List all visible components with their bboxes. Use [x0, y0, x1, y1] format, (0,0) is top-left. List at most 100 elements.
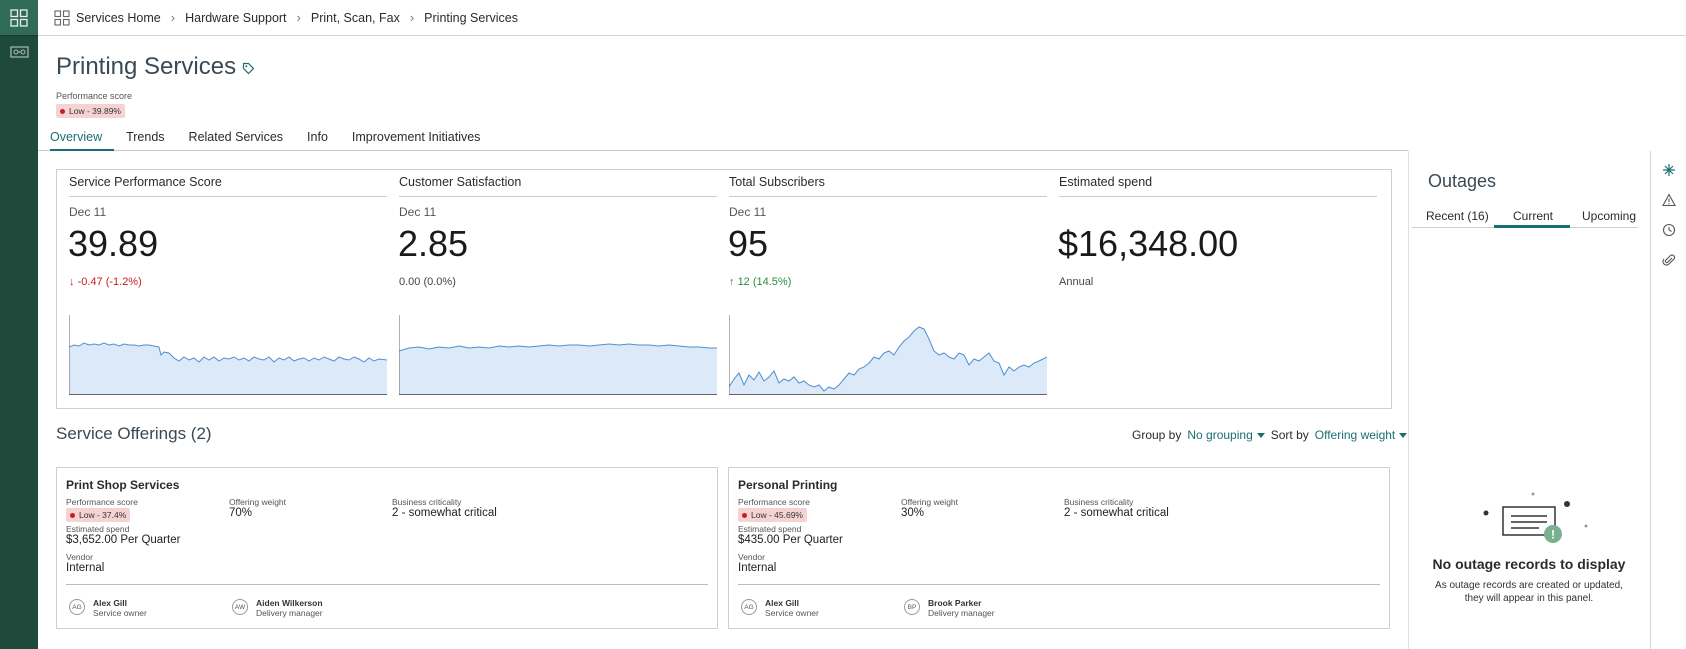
- breadcrumb-printing-services: Printing Services: [424, 10, 518, 25]
- metric-period: Annual: [1059, 276, 1094, 288]
- outages-title: Outages: [1428, 171, 1497, 191]
- metric-value: 39.89: [68, 223, 159, 264]
- metric-total-subscribers[interactable]: Total Subscribers Dec 11 95 ↑ 12 (14.5%): [717, 170, 1047, 408]
- app-grid-button[interactable]: [0, 0, 38, 36]
- group-sort-controls: Group by No grouping Sort by Offering we…: [1132, 428, 1408, 442]
- person-role: Service owner: [93, 608, 147, 618]
- status-badge-text: Low - 45.69%: [751, 510, 803, 520]
- left-rail: [0, 0, 38, 649]
- person-role: Delivery manager: [928, 608, 995, 618]
- avatar: AW: [232, 599, 248, 615]
- sparkline-subscribers: [729, 315, 1047, 395]
- metric-delta: ↓ -0.47 (-1.2%): [69, 276, 142, 288]
- breadcrumb-services-home[interactable]: Services Home: [76, 10, 161, 25]
- estimated-spend-label: Estimated spend: [66, 524, 130, 534]
- status-badge-text: Low - 39.89%: [69, 106, 121, 116]
- metric-value: 2.85: [398, 223, 469, 264]
- metrics-panel: Service Performance Score Dec 11 39.89 ↓…: [56, 169, 1392, 409]
- vendor-value: Internal: [738, 562, 777, 574]
- metric-title: Service Performance Score: [69, 175, 387, 197]
- caret-down-icon: [1256, 433, 1265, 439]
- tab-improvement-initiatives[interactable]: Improvement Initiatives: [351, 130, 481, 144]
- offering-weight-value: 70%: [229, 507, 253, 519]
- offering-name[interactable]: Print Shop Services: [66, 478, 180, 492]
- status-badge-text: Low - 37.4%: [79, 510, 127, 520]
- status-dot-icon: [742, 512, 747, 518]
- offering-card[interactable]: Print Shop Services Performance score Lo…: [56, 467, 718, 629]
- tab-info[interactable]: Info: [307, 130, 328, 144]
- metric-estimated-spend[interactable]: Estimated spend $16,348.00 Annual: [1047, 170, 1377, 408]
- tab-bar: Overview Trends Related Services Info Im…: [38, 126, 1408, 151]
- estimated-spend-value: $3,652.00 Per Quarter: [66, 534, 181, 546]
- person-name[interactable]: Aiden Wilkerson: [256, 598, 323, 608]
- page-title: Printing Services: [56, 53, 237, 80]
- chevron-right-icon: ›: [409, 10, 415, 25]
- metric-customer-satisfaction[interactable]: Customer Satisfaction Dec 11 2.85 0.00 (…: [387, 170, 717, 408]
- paperclip-icon[interactable]: [1662, 253, 1676, 267]
- metric-date: Dec 11: [399, 205, 437, 219]
- tag-icon[interactable]: [242, 62, 255, 75]
- warning-icon[interactable]: [1662, 193, 1676, 207]
- services-home-icon: [54, 9, 70, 26]
- group-by-dropdown[interactable]: No grouping: [1187, 428, 1265, 442]
- offering-name[interactable]: Personal Printing: [738, 478, 838, 492]
- performance-score-label: Performance score: [56, 91, 133, 101]
- breadcrumb: Services Home › Hardware Support › Print…: [38, 0, 1686, 36]
- arrow-up-icon: ↑: [729, 276, 735, 288]
- sparkle-icon[interactable]: [1662, 163, 1676, 177]
- tab-trends[interactable]: Trends: [126, 130, 165, 144]
- metric-value: $16,348.00: [1058, 223, 1239, 264]
- service-offerings-title: Service Offerings (2): [56, 424, 212, 443]
- metric-title: Customer Satisfaction: [399, 175, 717, 197]
- avatar: AG: [69, 599, 85, 615]
- metric-date: Dec 11: [69, 205, 107, 219]
- sort-by-dropdown[interactable]: Offering weight: [1315, 428, 1408, 442]
- metric-value: 95: [728, 223, 769, 264]
- sort-by-value: Offering weight: [1314, 428, 1396, 442]
- empty-state-title: No outage records to display: [1432, 556, 1626, 572]
- status-badge: Low - 45.69%: [738, 508, 807, 522]
- business-criticality-value: 2 - somewhat critical: [392, 507, 497, 519]
- tab-overview[interactable]: Overview: [50, 126, 115, 151]
- sparkline-satisfaction: [399, 315, 717, 395]
- right-rail: [1650, 151, 1686, 649]
- service-map-icon[interactable]: [10, 45, 29, 59]
- status-dot-icon: [70, 512, 75, 518]
- history-icon[interactable]: [1662, 223, 1676, 237]
- chevron-right-icon: ›: [296, 10, 301, 25]
- breadcrumb-hardware-support[interactable]: Hardware Support: [185, 10, 287, 25]
- divider: [66, 584, 708, 585]
- empty-document-illustration-icon: !: [1483, 492, 1588, 543]
- status-badge: Low - 37.4%: [66, 508, 131, 522]
- divider: [738, 584, 1380, 585]
- svg-text:!: !: [1551, 528, 1555, 542]
- person-name[interactable]: Alex Gill: [765, 598, 800, 608]
- person-role: Delivery manager: [256, 608, 323, 618]
- person-name[interactable]: Brook Parker: [928, 598, 982, 608]
- tab-related-services[interactable]: Related Services: [188, 130, 284, 144]
- avatar: BP: [904, 599, 920, 615]
- business-criticality-value: 2 - somewhat critical: [1064, 507, 1169, 519]
- estimated-spend-value: $435.00 Per Quarter: [738, 534, 843, 546]
- chevron-right-icon: ›: [170, 10, 176, 25]
- offering-weight-label: Offering weight: [901, 497, 959, 507]
- tab-upcoming-outages[interactable]: Upcoming: [1582, 209, 1637, 223]
- business-criticality-label: Business criticality: [392, 497, 462, 507]
- metric-delta-text: 12 (14.5%): [737, 276, 792, 288]
- offering-weight-value: 30%: [901, 507, 925, 519]
- metric-delta-text: -0.47 (-1.2%): [77, 276, 142, 288]
- offering-card[interactable]: Personal Printing Performance score Low …: [728, 467, 1390, 629]
- person-name[interactable]: Alex Gill: [93, 598, 128, 608]
- breadcrumb-print-scan-fax[interactable]: Print, Scan, Fax: [310, 10, 400, 25]
- tab-current-outages[interactable]: Current: [1513, 209, 1554, 223]
- tab-recent-outages[interactable]: Recent (16): [1426, 209, 1489, 223]
- status-badge: Low - 39.89%: [56, 104, 125, 118]
- metric-service-performance[interactable]: Service Performance Score Dec 11 39.89 ↓…: [57, 170, 387, 408]
- sparkline-performance: [69, 315, 387, 395]
- sort-by-label: Sort by: [1270, 428, 1309, 442]
- avatar: AG: [741, 599, 757, 615]
- business-criticality-label: Business criticality: [1064, 497, 1134, 507]
- metric-title: Estimated spend: [1059, 175, 1377, 197]
- performance-score-label: Performance score: [66, 497, 138, 507]
- caret-down-icon: [1399, 433, 1408, 439]
